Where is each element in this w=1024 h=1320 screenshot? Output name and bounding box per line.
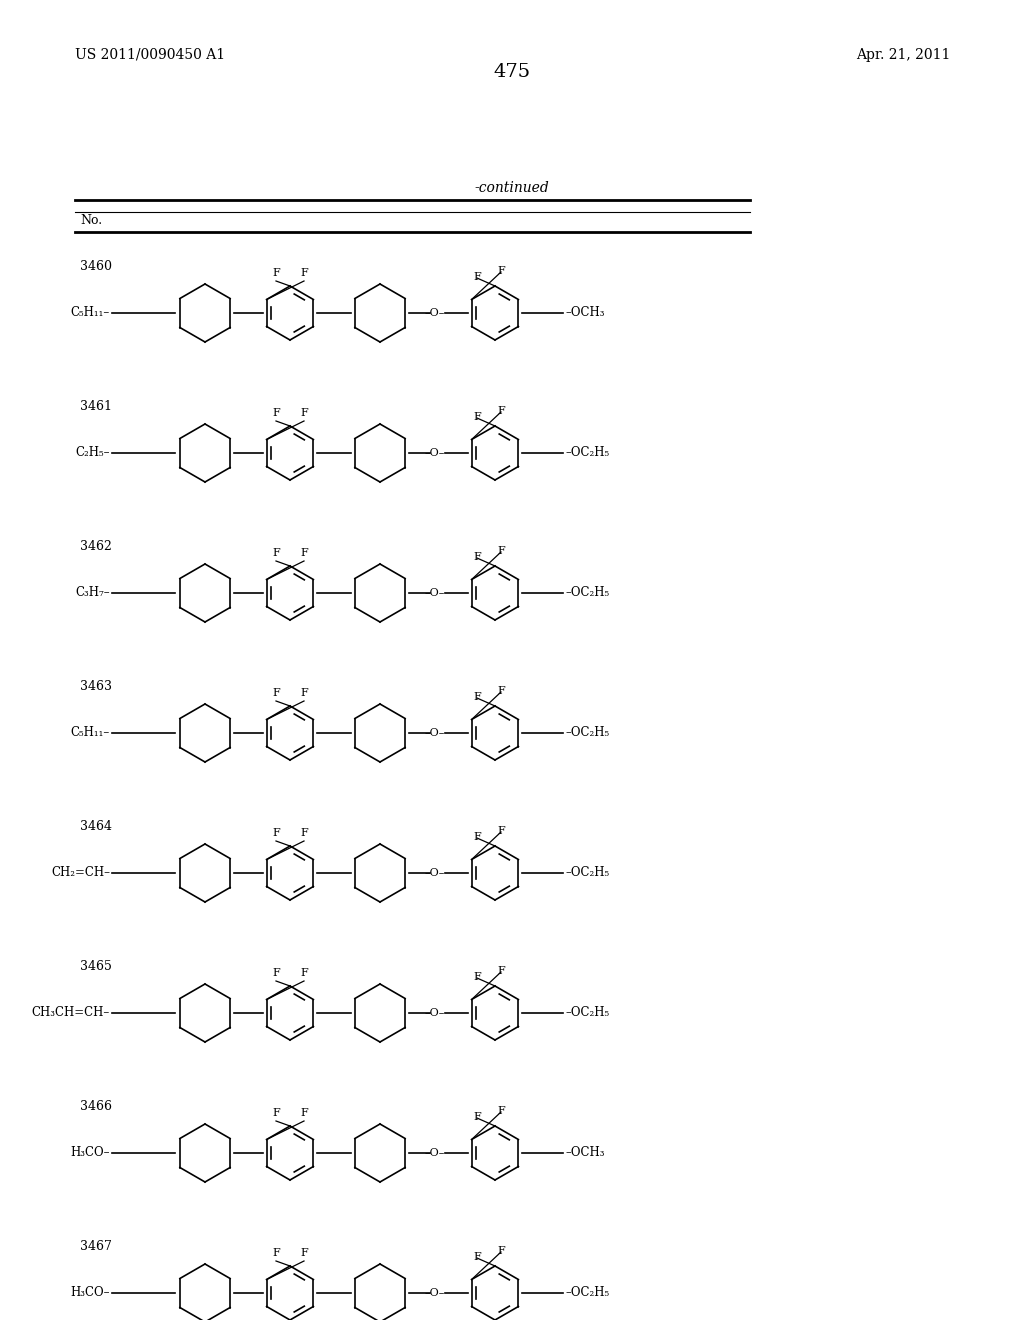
Text: F: F [300,408,308,418]
Text: 3465: 3465 [80,960,112,973]
Text: F: F [497,267,505,276]
Text: –O–: –O– [425,447,445,458]
Text: F: F [497,1246,505,1257]
Text: CH₂=CH–: CH₂=CH– [51,866,110,879]
Text: F: F [300,548,308,558]
Text: C₂H₅–: C₂H₅– [76,446,110,459]
Text: 475: 475 [494,63,530,81]
Text: F: F [473,1111,481,1122]
Text: F: F [497,966,505,975]
Text: F: F [497,546,505,556]
Text: No.: No. [80,214,102,227]
Text: F: F [497,826,505,836]
Text: F: F [473,972,481,982]
Text: –OC₂H₅: –OC₂H₅ [565,726,609,739]
Text: –OC₂H₅: –OC₂H₅ [565,446,609,459]
Text: –O–: –O– [425,869,445,878]
Text: F: F [272,828,280,838]
Text: F: F [473,272,481,282]
Text: F: F [473,412,481,422]
Text: –O–: –O– [425,308,445,318]
Text: H₃CO–: H₃CO– [71,1287,110,1299]
Text: F: F [497,1106,505,1115]
Text: F: F [497,407,505,416]
Text: CH₃CH=CH–: CH₃CH=CH– [32,1006,110,1019]
Text: 3461: 3461 [80,400,112,412]
Text: –O–: –O– [425,1148,445,1158]
Text: C₃H₇–: C₃H₇– [76,586,110,599]
Text: US 2011/0090450 A1: US 2011/0090450 A1 [75,48,225,62]
Text: F: F [300,268,308,279]
Text: 3463: 3463 [80,680,112,693]
Text: F: F [473,552,481,562]
Text: –O–: –O– [425,1008,445,1018]
Text: –OC₂H₅: –OC₂H₅ [565,586,609,599]
Text: F: F [272,688,280,698]
Text: –O–: –O– [425,1288,445,1298]
Text: C₅H₁₁–: C₅H₁₁– [71,306,110,319]
Text: F: F [300,688,308,698]
Text: H₃CO–: H₃CO– [71,1147,110,1159]
Text: –O–: –O– [425,729,445,738]
Text: F: F [272,548,280,558]
Text: F: F [272,408,280,418]
Text: 3462: 3462 [80,540,112,553]
Text: F: F [300,1107,308,1118]
Text: C₅H₁₁–: C₅H₁₁– [71,726,110,739]
Text: –OC₂H₅: –OC₂H₅ [565,866,609,879]
Text: -continued: -continued [475,181,549,195]
Text: –OCH₃: –OCH₃ [565,306,604,319]
Text: F: F [272,968,280,978]
Text: F: F [272,268,280,279]
Text: –OCH₃: –OCH₃ [565,1147,604,1159]
Text: F: F [300,968,308,978]
Text: F: F [272,1107,280,1118]
Text: 3466: 3466 [80,1100,112,1113]
Text: F: F [497,686,505,696]
Text: 3460: 3460 [80,260,112,272]
Text: –OC₂H₅: –OC₂H₅ [565,1006,609,1019]
Text: –OC₂H₅: –OC₂H₅ [565,1287,609,1299]
Text: Apr. 21, 2011: Apr. 21, 2011 [856,48,950,62]
Text: 3467: 3467 [80,1239,112,1253]
Text: 3464: 3464 [80,820,112,833]
Text: F: F [473,832,481,842]
Text: F: F [272,1247,280,1258]
Text: F: F [473,692,481,702]
Text: F: F [300,828,308,838]
Text: F: F [473,1251,481,1262]
Text: F: F [300,1247,308,1258]
Text: –O–: –O– [425,587,445,598]
